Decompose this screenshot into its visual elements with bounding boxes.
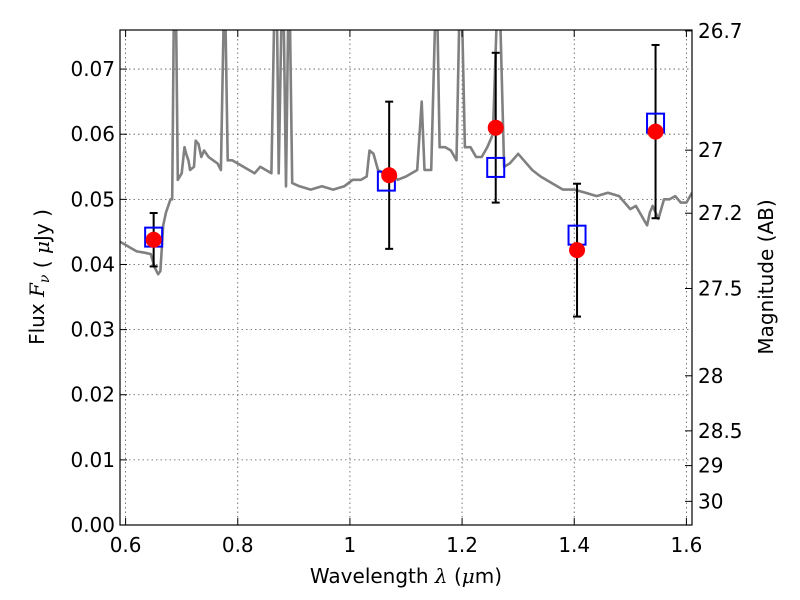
observed-point [647,123,664,140]
x-tick-label: 1.2 [446,533,478,557]
magnitude-tick-label: 28 [698,364,723,388]
observed-point [487,119,504,136]
observed-point [569,242,586,259]
y-tick-label: 0.01 [70,448,115,472]
magnitude-axis-ticks: 26.7 27 27.2 27.5 28 28.5 29 30 [685,19,743,513]
x-axis-label: Wavelength λ (μm) [310,564,502,588]
grid-lines [120,30,692,525]
y-tick-label: 0.00 [70,513,115,537]
observed-point [381,167,398,184]
x-tick-label: 1.6 [670,533,702,557]
magnitude-axis-label: Magnitude (AB) [754,199,778,354]
magnitude-tick-label: 27.5 [698,277,743,301]
plot-frame [119,29,693,526]
magnitude-tick-label: 28.5 [698,419,743,443]
magnitude-tick-label: 26.7 [698,19,743,43]
y-tick-label: 0.02 [70,383,115,407]
y-axis-label: Flux Fν ( μJy ) [25,209,54,345]
magnitude-tick-label: 27 [698,138,723,162]
model-spectrum-line [120,30,692,276]
x-axis-ticks: 0.6 0.8 1 1.2 1.4 1.6 [110,30,702,557]
y-axis-ticks: 0.00 0.01 0.02 0.03 0.04 0.05 0.06 0.07 [70,57,127,537]
y-tick-label: 0.03 [70,318,115,342]
y-tick-label: 0.05 [70,187,115,211]
model-photometry-square [486,156,506,178]
y-tick-label: 0.06 [70,122,115,146]
x-tick-label: 0.6 [110,533,142,557]
y-tick-label: 0.07 [70,57,115,81]
observed-points [145,119,664,259]
spectrum-layer [120,30,692,276]
y-tick-label: 0.04 [70,252,115,276]
observed-point [145,231,162,248]
x-tick-label: 1 [344,533,357,557]
x-tick-label: 1.4 [558,533,590,557]
x-tick-label: 0.8 [222,533,254,557]
magnitude-tick-label: 30 [698,489,723,513]
magnitude-tick-label: 27.2 [698,201,743,225]
magnitude-tick-label: 29 [698,454,723,478]
